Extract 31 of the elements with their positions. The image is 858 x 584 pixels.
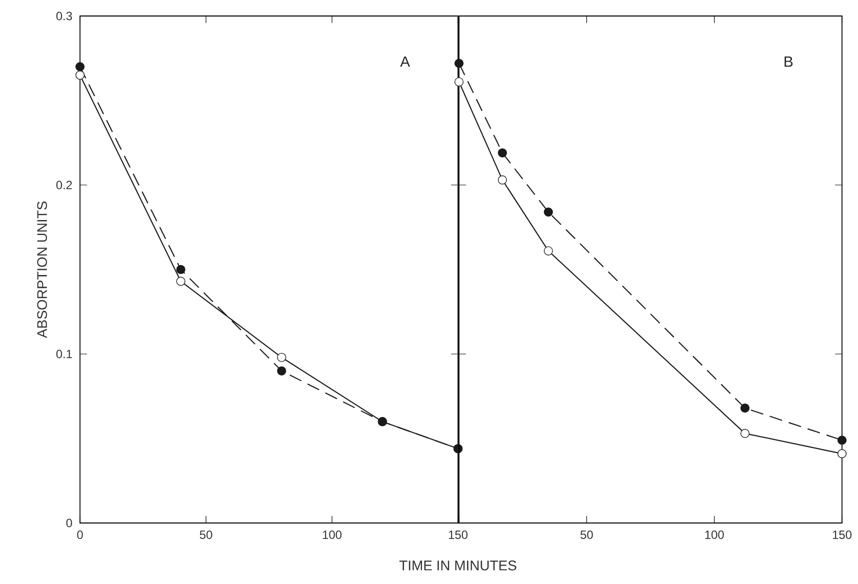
point xyxy=(544,207,553,217)
x-tick-label: 100 xyxy=(322,530,342,539)
y-tick-label: 0.2 xyxy=(56,180,72,190)
point xyxy=(498,148,507,158)
x-tick-label: 50 xyxy=(200,530,212,539)
point xyxy=(837,436,847,445)
point xyxy=(277,366,286,376)
point xyxy=(75,70,85,80)
point xyxy=(740,404,750,413)
y-tick-label: 0 xyxy=(66,518,72,528)
y-axis-title: ABSORPTION UNITS xyxy=(37,202,48,338)
text: B xyxy=(784,56,793,67)
point xyxy=(740,428,750,438)
y-tick-label: 0.3 xyxy=(56,12,72,20)
x-tick-label: 50 xyxy=(580,530,593,539)
point xyxy=(544,246,553,256)
point xyxy=(837,449,847,458)
point xyxy=(454,58,464,68)
x-tick-label: 150 xyxy=(832,530,852,539)
point xyxy=(277,352,286,362)
x-axis-title: TIME IN MINUTES xyxy=(399,560,516,570)
x-tick-label: 0 xyxy=(77,530,83,539)
point xyxy=(176,264,186,274)
x-tick-label: 150 xyxy=(448,530,468,539)
point xyxy=(75,62,85,72)
point xyxy=(176,276,186,286)
point xyxy=(498,175,507,184)
point xyxy=(454,77,464,86)
x-tick-label: 100 xyxy=(705,530,724,539)
text: A xyxy=(400,56,410,67)
y-tick-label: 0.1 xyxy=(56,350,72,358)
